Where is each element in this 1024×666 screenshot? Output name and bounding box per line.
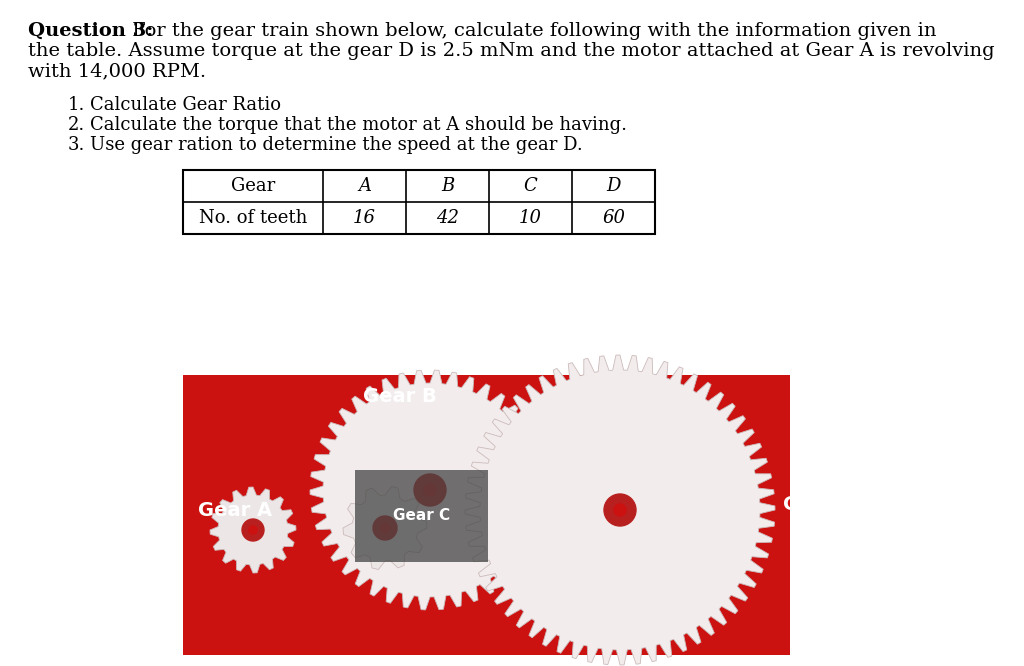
Text: Calculate Gear Ratio: Calculate Gear Ratio bbox=[90, 96, 281, 114]
Text: 10: 10 bbox=[519, 209, 542, 227]
Text: 42: 42 bbox=[436, 209, 459, 227]
Text: Gear B: Gear B bbox=[364, 388, 437, 406]
Text: 60: 60 bbox=[602, 209, 625, 227]
Text: Gear C: Gear C bbox=[393, 509, 451, 523]
Text: 16: 16 bbox=[353, 209, 376, 227]
Bar bbox=[183, 170, 655, 234]
Text: Gear D: Gear D bbox=[783, 496, 858, 515]
Text: with 14,000 RPM.: with 14,000 RPM. bbox=[28, 62, 206, 80]
Circle shape bbox=[614, 504, 626, 516]
Text: Gear: Gear bbox=[230, 177, 275, 195]
Text: Question 3:: Question 3: bbox=[28, 22, 154, 40]
Polygon shape bbox=[210, 487, 296, 573]
Text: 1.: 1. bbox=[68, 96, 85, 114]
Text: A: A bbox=[358, 177, 371, 195]
Text: 3.: 3. bbox=[68, 136, 85, 154]
Text: D: D bbox=[606, 177, 621, 195]
Text: the table. Assume torque at the gear D is 2.5 mNm and the motor attached at Gear: the table. Assume torque at the gear D i… bbox=[28, 42, 994, 60]
Text: For the gear train shown below, calculate following with the information given i: For the gear train shown below, calculat… bbox=[126, 22, 937, 40]
Polygon shape bbox=[343, 487, 427, 569]
Circle shape bbox=[424, 484, 436, 496]
Text: Calculate the torque that the motor at A should be having.: Calculate the torque that the motor at A… bbox=[90, 116, 627, 134]
Text: No. of teeth: No. of teeth bbox=[199, 209, 307, 227]
Circle shape bbox=[249, 526, 257, 534]
Polygon shape bbox=[465, 355, 775, 665]
Circle shape bbox=[604, 494, 636, 526]
Circle shape bbox=[373, 516, 397, 540]
Text: C: C bbox=[523, 177, 538, 195]
Circle shape bbox=[414, 474, 446, 506]
Circle shape bbox=[242, 519, 264, 541]
Circle shape bbox=[381, 523, 389, 533]
Text: Use gear ration to determine the speed at the gear D.: Use gear ration to determine the speed a… bbox=[90, 136, 583, 154]
Polygon shape bbox=[310, 370, 550, 610]
Text: 2.: 2. bbox=[68, 116, 85, 134]
Text: Gear A: Gear A bbox=[198, 501, 272, 519]
Text: B: B bbox=[441, 177, 454, 195]
Bar bbox=[183, 375, 790, 655]
